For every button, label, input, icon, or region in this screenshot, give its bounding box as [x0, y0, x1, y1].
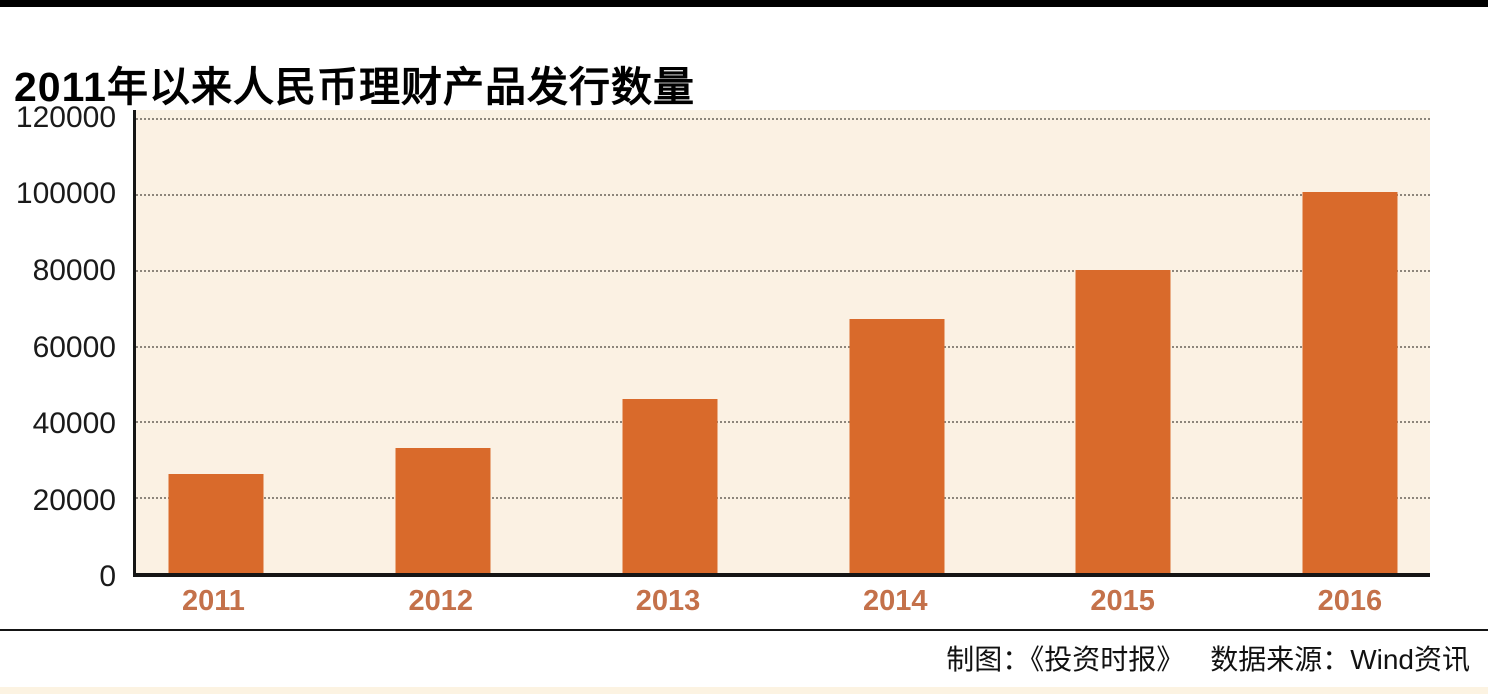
bar-2013: [622, 398, 718, 573]
gridline-40000: [136, 421, 1430, 424]
bar-2015: [1075, 269, 1171, 573]
gridline-120000: [136, 118, 1430, 120]
y-tick-label-80000: 80000: [32, 253, 116, 287]
x-tick-label-2012: 2012: [408, 585, 473, 617]
y-tick-label-40000: 40000: [32, 406, 116, 440]
bar-2014: [849, 318, 945, 573]
page-title: 2011年以来人民币理财产品发行数量: [14, 64, 695, 111]
x-tick-label-2016: 2016: [1317, 585, 1383, 617]
plot-area: [133, 110, 1430, 577]
bar-2011: [168, 474, 264, 573]
x-tick-label-2013: 2013: [635, 585, 701, 617]
y-tick-label-0: 0: [99, 560, 116, 593]
footer-source: 数据来源：Wind资讯: [1210, 644, 1470, 675]
y-axis: 0 20000 40000 60000 80000 100000 120000: [0, 103, 133, 592]
x-tick-label-2015: 2015: [1090, 585, 1155, 617]
x-tick-label-2014: 2014: [863, 585, 928, 617]
gridline-80000: [136, 269, 1430, 272]
y-tick-label-60000: 60000: [32, 330, 116, 364]
y-tick-label-20000: 20000: [32, 483, 116, 517]
bottom-strip: [0, 687, 1488, 694]
x-tick-label-2011: 2011: [181, 585, 245, 617]
footer-credit: 制图：《投资时报》: [946, 644, 1185, 675]
bar-chart: 0 20000 40000 60000 80000 100000 120000: [0, 103, 1430, 592]
y-tick-label-100000: 100000: [15, 177, 116, 211]
y-axis-tick-labels: 0 20000 40000 60000 80000 100000 120000: [0, 103, 116, 592]
gridline-60000: [136, 345, 1430, 348]
footer-separator: [0, 629, 1488, 631]
gridlines-and-bars: [136, 118, 1430, 573]
footer: 制图：《投资时报》 数据来源：Wind资讯: [0, 638, 1488, 682]
gridline-100000: [136, 193, 1430, 196]
bar-2016: [1302, 191, 1398, 573]
top-rule: [0, 0, 1488, 7]
x-axis-labels: 2011 2012 2013 2014 2015 2016: [133, 581, 1430, 627]
gridline-20000: [136, 497, 1430, 500]
y-tick-label-120000: 120000: [15, 101, 116, 134]
bar-2012: [395, 447, 491, 573]
